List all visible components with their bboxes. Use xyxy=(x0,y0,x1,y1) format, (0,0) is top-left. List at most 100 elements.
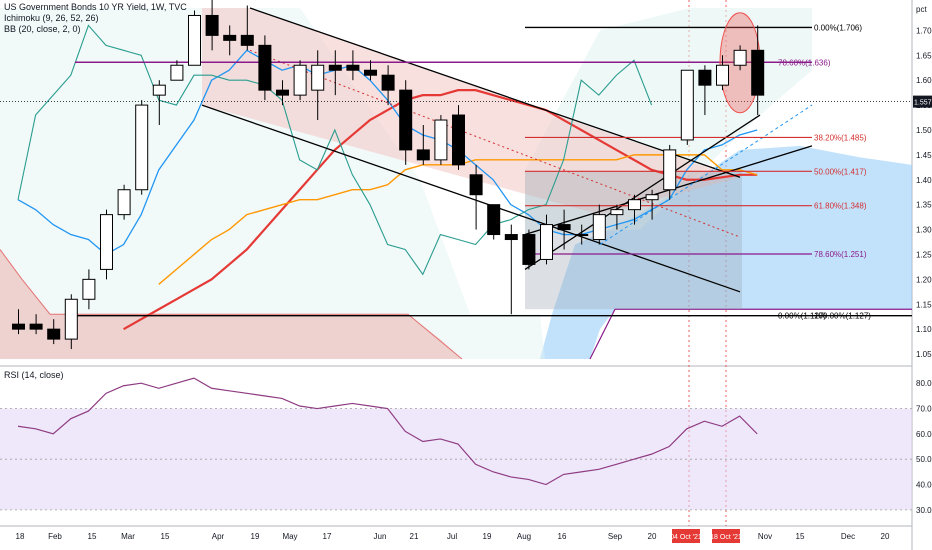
date-tick-label: 20 xyxy=(881,532,890,541)
date-tick-label: 15 xyxy=(161,532,170,541)
candle-body xyxy=(557,224,571,231)
date-tick-label: Jul xyxy=(447,532,457,541)
candle-body xyxy=(223,34,237,41)
fib-label: 78.60%(1.636) xyxy=(778,58,831,67)
candle-body xyxy=(135,104,149,191)
last-price-badge xyxy=(913,95,932,108)
rsi-tick-label: 60.00 xyxy=(916,430,932,439)
candle-body xyxy=(469,174,483,196)
rsi-legend-label[interactable]: RSI (14, close) xyxy=(4,370,64,380)
candle-body xyxy=(346,64,360,71)
ichimoku-legend[interactable]: Ichimoku (9, 26, 52, 26) xyxy=(4,13,99,23)
candle-body xyxy=(311,64,325,91)
blue-dashed-trend xyxy=(599,104,813,245)
candle-body xyxy=(276,89,289,96)
price-tick-label: 1.350 xyxy=(916,201,932,210)
chart-title[interactable]: US Government Bonds 10 YR Yield, 1W, TVC xyxy=(4,2,187,12)
candle-body xyxy=(452,114,465,166)
fib-label: 0.00%(1.127) xyxy=(778,312,826,321)
candle-body xyxy=(12,323,25,330)
candle-body xyxy=(293,64,307,96)
price-tick-label: 1.200 xyxy=(916,275,932,284)
fib-label: 61.80%(1.348) xyxy=(814,202,867,211)
candle-body xyxy=(47,328,61,340)
date-tick-label: 18 xyxy=(16,532,25,541)
candle-body xyxy=(540,224,553,260)
candle-body xyxy=(487,204,501,236)
date-tick-label: Aug xyxy=(517,532,531,541)
date-tick-label: Feb xyxy=(48,532,62,541)
candle-body xyxy=(152,84,166,96)
chart-legend: US Government Bonds 10 YR Yield, 1W, TVC… xyxy=(4,2,187,35)
drawing-zones xyxy=(202,8,742,310)
fib-label: 38.20%(1.485) xyxy=(814,133,867,142)
fib-zone xyxy=(525,171,742,310)
rsi-tick-label: 40.00 xyxy=(916,481,932,490)
date-tick-label: 17 xyxy=(323,532,332,541)
rsi-pane xyxy=(0,377,912,511)
candle-body xyxy=(364,69,377,76)
lagging-span xyxy=(17,24,653,276)
date-tick-label: Mar xyxy=(121,532,135,541)
price-tick-label: 1.600 xyxy=(916,76,932,85)
candle-body xyxy=(716,64,729,86)
rsi-tick-label: 70.00 xyxy=(916,405,932,414)
ichimoku-cloud xyxy=(0,8,912,360)
date-tick-label: Nov xyxy=(758,532,772,541)
rsi-tick-label: 80.00 xyxy=(916,379,932,388)
date-tick-label: 21 xyxy=(410,532,419,541)
candle-body xyxy=(188,14,201,66)
date-tick-label: 04 Oct '21 xyxy=(670,534,702,541)
candle-body xyxy=(592,214,606,241)
date-tick-label: 19 xyxy=(483,532,492,541)
candle-body xyxy=(399,89,413,151)
candle-body xyxy=(434,119,448,161)
price-tick-label: 1.400 xyxy=(916,176,932,185)
candle-body xyxy=(751,49,765,96)
fib-label: 50.00%(1.417) xyxy=(814,167,867,176)
candle-body xyxy=(610,209,624,216)
candle-body xyxy=(170,64,184,81)
date-highlight-badge xyxy=(672,529,700,543)
candle-body xyxy=(64,298,78,340)
price-tick-label: 1.100 xyxy=(916,325,932,334)
price-tick-label: 1.150 xyxy=(916,300,932,309)
price-tick-label: 1.300 xyxy=(916,226,932,235)
candle-body xyxy=(328,64,342,71)
date-tick-label: Dec xyxy=(841,532,855,541)
bearish-cloud xyxy=(0,249,462,360)
bb-legend[interactable]: BB (20, close, 2, 0) xyxy=(4,24,81,34)
candle-body xyxy=(522,234,536,265)
candlestick-series xyxy=(12,0,765,350)
fib-label: 78.60%(1.251) xyxy=(814,250,867,259)
date-tick-label: Jun xyxy=(374,532,387,541)
rsi-legend: RSI (14, close) xyxy=(4,370,64,380)
date-tick-label: 16 xyxy=(558,532,567,541)
candle-body xyxy=(698,69,712,86)
cloud-edge-bull xyxy=(589,308,912,360)
date-tick-label: 15 xyxy=(796,532,805,541)
rsi-tick-label: 30.00 xyxy=(916,506,932,515)
candle-body xyxy=(628,199,641,211)
candle-body xyxy=(680,69,694,141)
date-tick-label: May xyxy=(282,532,297,541)
candle-body xyxy=(240,34,254,46)
date-tick-label: 15 xyxy=(88,532,97,541)
bb-middle-line xyxy=(123,89,758,331)
price-tick-label: 1.500 xyxy=(916,126,932,135)
candle-body xyxy=(733,49,747,66)
candle-body xyxy=(100,214,113,270)
price-tick-label: 1.700 xyxy=(916,26,932,35)
axes: 1.7001.6501.6001.5501.5001.4501.4001.350… xyxy=(16,5,932,543)
candle-body xyxy=(29,323,43,330)
rsi-tick-label: 50.00 xyxy=(916,455,932,464)
candle-body xyxy=(117,189,131,216)
rsi-line xyxy=(17,377,758,486)
candle-body xyxy=(575,234,589,237)
candle-body xyxy=(205,14,219,36)
price-tick-label: 1.650 xyxy=(916,51,932,60)
candle-body xyxy=(82,278,96,300)
price-tick-label: 1.050 xyxy=(916,350,932,359)
price-unit-label: pct xyxy=(916,5,927,14)
